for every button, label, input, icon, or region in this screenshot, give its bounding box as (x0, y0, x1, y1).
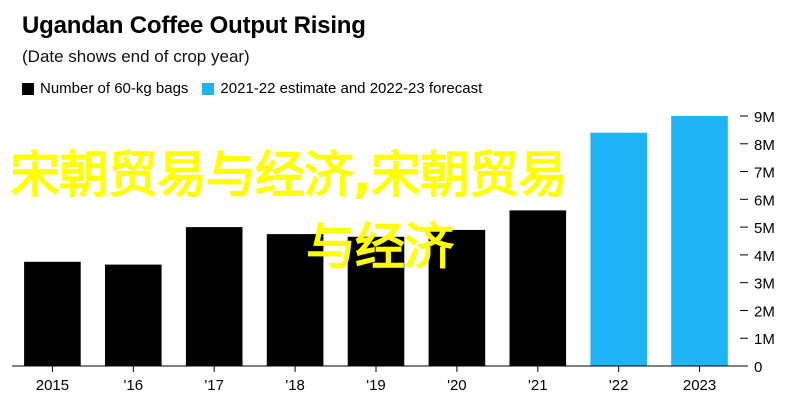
x-tick-label-0: 2015 (36, 377, 69, 394)
y-tick-label-9: 9M (754, 109, 775, 126)
y-tick-label-3: 3M (754, 276, 775, 293)
legend-item-forecast: 2021-22 estimate and 2022-23 forecast (202, 80, 482, 97)
bar-1-7 (590, 132, 647, 366)
y-tick-label-8: 8M (754, 137, 775, 154)
y-tick-label-0: 0 (754, 359, 762, 376)
x-tick-label-3: '18 (285, 377, 305, 394)
legend-item-bags: Number of 60-kg bags (22, 80, 188, 97)
x-tick-label-1: '16 (124, 377, 144, 394)
x-tick-label-7: '22 (609, 377, 629, 394)
bar-0-2 (185, 227, 243, 366)
y-tick-label-4: 4M (754, 248, 775, 265)
legend: Number of 60-kg bags 2021-22 estimate an… (22, 80, 496, 97)
y-tick-label-5: 5M (754, 220, 775, 237)
y-tick-label-1: 1M (754, 331, 775, 348)
bar-0-6 (509, 210, 567, 366)
legend-swatch-forecast (202, 82, 215, 95)
x-tick-label-4: '19 (366, 377, 386, 394)
x-tick-label-6: '21 (528, 377, 548, 394)
bar-0-0 (24, 261, 81, 366)
x-tick-label-8: 2023 (683, 377, 716, 394)
watermark-line-1: 宋朝贸易与经济,宋朝贸易 (10, 146, 568, 204)
bar-0-4 (347, 236, 405, 366)
bar-1-8 (671, 116, 728, 366)
x-tick-label-2: '17 (204, 377, 224, 394)
chart-title: Ugandan Coffee Output Rising (22, 12, 366, 39)
legend-swatch-bags (22, 82, 34, 95)
legend-label-bags: Number of 60-kg bags (40, 80, 189, 97)
y-tick-label-7: 7M (754, 165, 775, 182)
y-tick-label-2: 2M (754, 303, 775, 320)
y-tick-label-6: 6M (754, 192, 775, 209)
x-tick-label-5: '20 (447, 377, 467, 394)
legend-label-forecast: 2021-22 estimate and 2022-23 forecast (220, 80, 483, 97)
chart-subtitle: (Date shows end of crop year) (22, 47, 250, 66)
bar-0-1 (105, 264, 162, 366)
bar-0-3 (266, 234, 324, 366)
watermark-line-2: 与经济 (306, 218, 454, 276)
bar-0-5 (428, 229, 486, 366)
